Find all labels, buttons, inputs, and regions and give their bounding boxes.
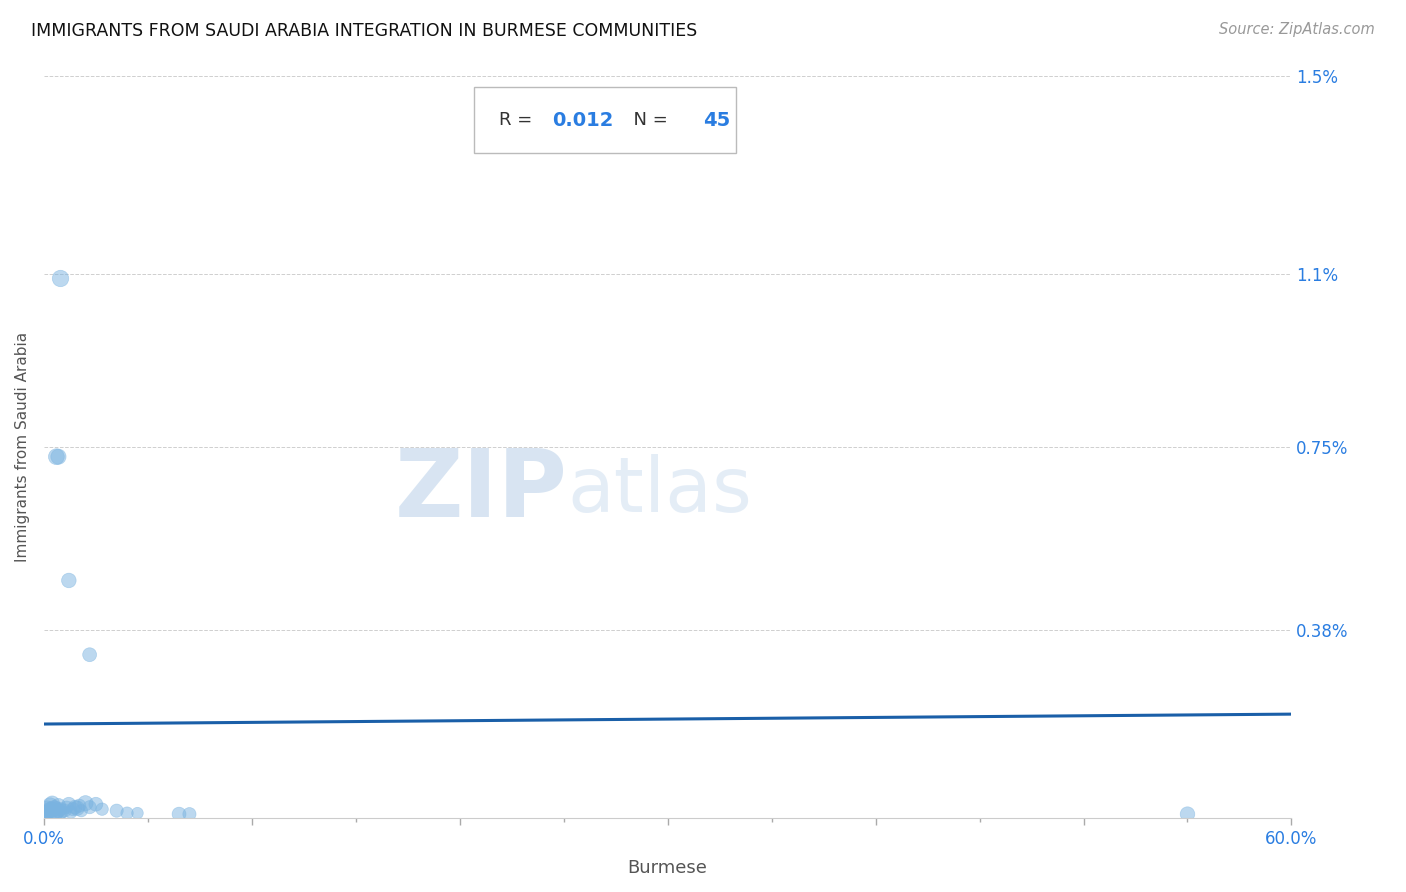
Point	[58, 574, 80, 588]
Text: atlas: atlas	[568, 454, 752, 528]
Point	[44, 805, 66, 819]
Point	[59, 805, 82, 819]
Point	[1177, 807, 1199, 822]
Point	[179, 807, 201, 822]
Point	[75, 796, 97, 810]
Point	[35, 805, 58, 819]
Point	[41, 804, 63, 818]
Point	[48, 804, 70, 818]
Point	[55, 800, 77, 814]
Point	[62, 802, 84, 816]
X-axis label: Burmese: Burmese	[627, 859, 707, 877]
Text: 45: 45	[703, 111, 730, 129]
Point	[48, 798, 70, 813]
Text: Source: ZipAtlas.com: Source: ZipAtlas.com	[1219, 22, 1375, 37]
Text: ZIP: ZIP	[395, 445, 568, 537]
Point	[91, 802, 114, 816]
Point	[127, 806, 149, 821]
Point	[35, 801, 58, 815]
Point	[45, 801, 67, 815]
Point	[49, 802, 72, 816]
Point	[52, 805, 75, 819]
Y-axis label: Immigrants from Saudi Arabia: Immigrants from Saudi Arabia	[15, 332, 30, 562]
Point	[66, 801, 89, 815]
Point	[63, 800, 86, 814]
Point	[34, 808, 56, 822]
Point	[39, 806, 62, 821]
Point	[48, 450, 70, 464]
Point	[35, 807, 58, 822]
Text: 0.012: 0.012	[551, 111, 613, 129]
Point	[39, 798, 62, 813]
Point	[44, 801, 66, 815]
FancyBboxPatch shape	[474, 87, 737, 153]
Point	[45, 807, 67, 822]
Point	[58, 797, 80, 812]
Point	[70, 804, 93, 818]
Point	[79, 800, 101, 814]
Point	[41, 796, 63, 810]
Point	[167, 807, 190, 822]
Point	[53, 804, 76, 818]
Point	[38, 802, 60, 816]
Text: R =: R =	[499, 112, 538, 129]
Point	[49, 806, 72, 821]
Point	[45, 450, 67, 464]
Point	[34, 806, 56, 821]
Text: N =: N =	[621, 112, 673, 129]
Point	[115, 806, 138, 821]
Point	[79, 648, 101, 662]
Point	[37, 804, 59, 818]
Text: IMMIGRANTS FROM SAUDI ARABIA INTEGRATION IN BURMESE COMMUNITIES: IMMIGRANTS FROM SAUDI ARABIA INTEGRATION…	[31, 22, 697, 40]
Point	[84, 797, 107, 812]
Point	[39, 801, 62, 815]
Point	[67, 798, 90, 813]
Point	[105, 804, 128, 818]
Point	[49, 271, 72, 285]
